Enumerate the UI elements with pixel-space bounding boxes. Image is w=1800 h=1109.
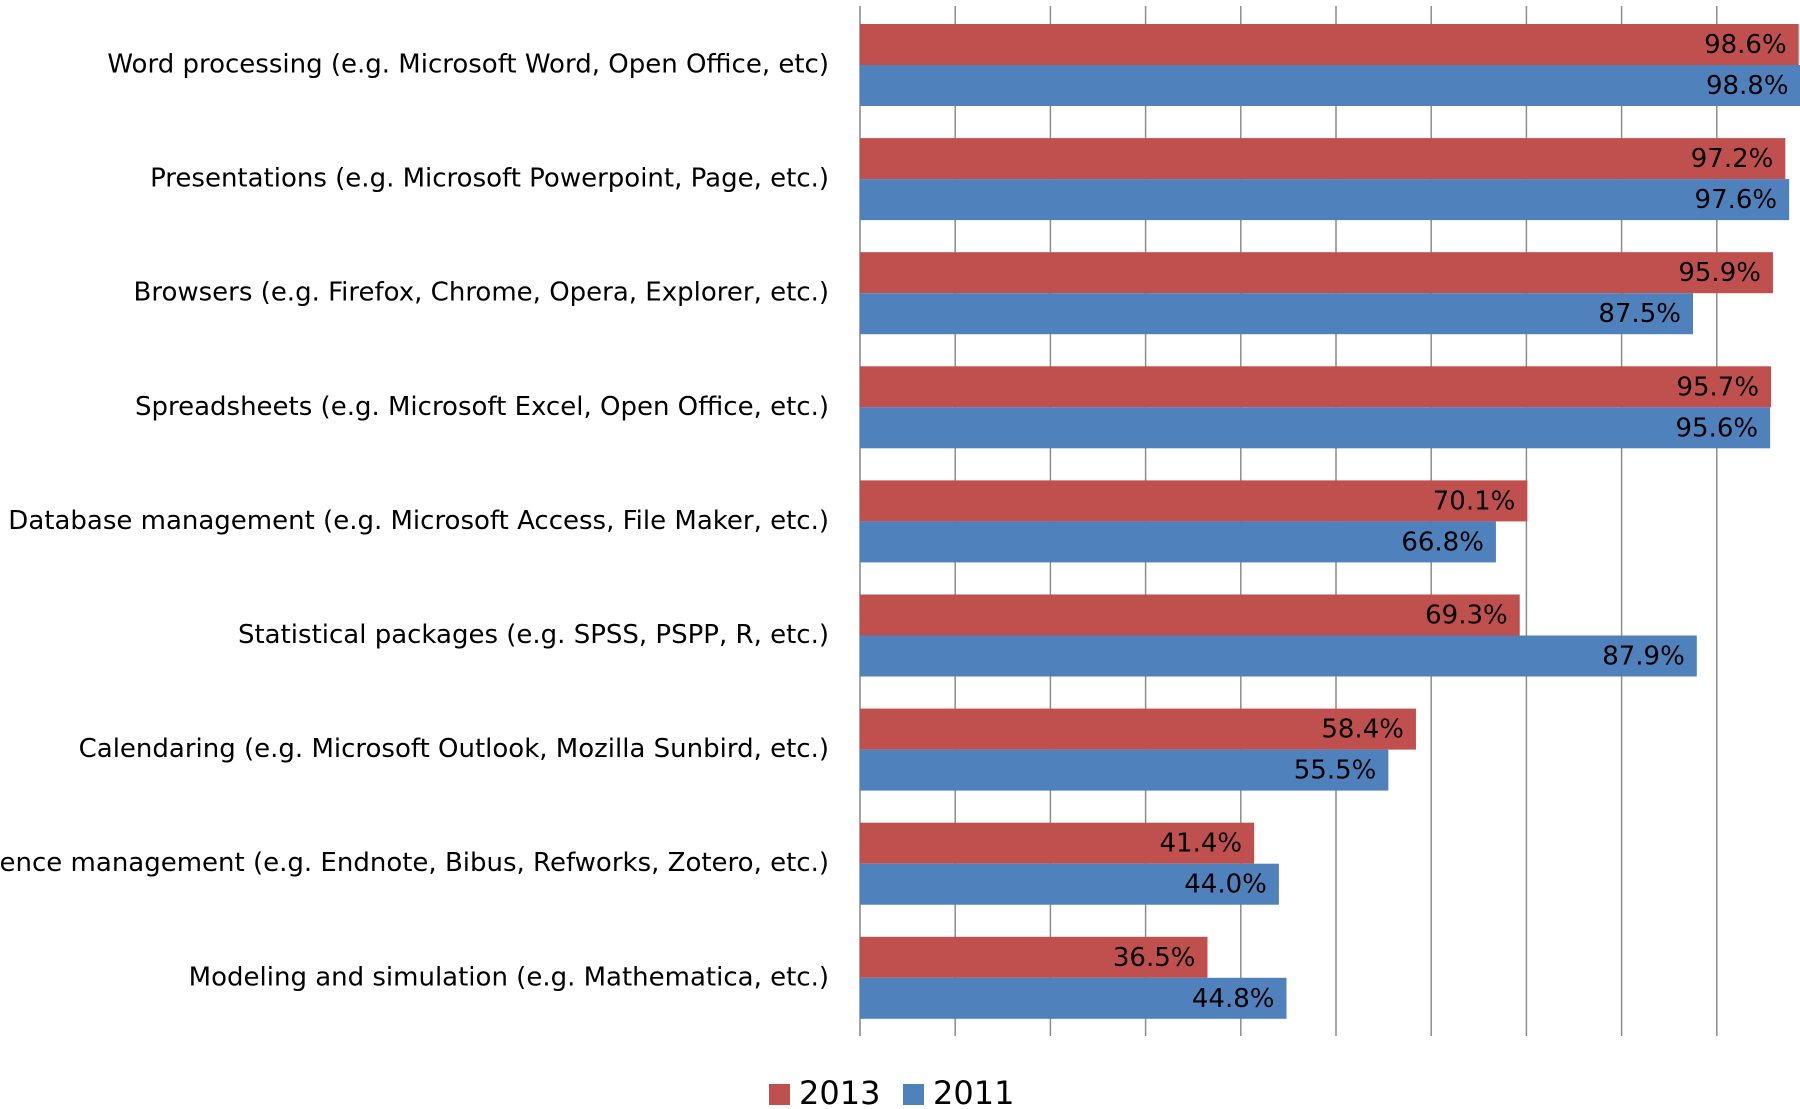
category-label: Browsers (e.g. Firefox, Chrome, Opera, E… (134, 278, 830, 308)
category-label: rence management (e.g. Endnote, Bibus, R… (0, 848, 829, 878)
bar (860, 521, 1496, 563)
category-label: Spreadsheets (e.g. Microsoft Excel, Open… (135, 392, 829, 422)
legend-label: 2013 (799, 1074, 880, 1109)
bar (860, 179, 1790, 221)
value-label: 41.4% (1160, 829, 1243, 859)
category-label: Statistical packages (e.g. SPSS, PSPP, R… (238, 620, 829, 650)
value-label: 44.0% (1184, 870, 1267, 900)
bar (860, 65, 1800, 106)
bar (860, 977, 1287, 1019)
bar (860, 24, 1799, 65)
value-label: 58.4% (1321, 715, 1404, 745)
legend-label: 2011 (933, 1074, 1014, 1109)
value-label: 98.6% (1704, 30, 1787, 60)
value-label: 69.3% (1425, 601, 1508, 631)
value-label: 36.5% (1113, 943, 1196, 973)
category-label: Modeling and simulation (e.g. Mathematic… (189, 962, 829, 992)
value-label: 95.7% (1676, 372, 1759, 402)
bar (860, 749, 1389, 791)
bar (860, 822, 1255, 864)
value-label: 44.8% (1192, 984, 1275, 1014)
value-label: 55.5% (1294, 756, 1377, 786)
value-label: 95.9% (1678, 258, 1761, 288)
value-label: 97.6% (1695, 185, 1778, 215)
bar (860, 708, 1416, 750)
legend-swatch (903, 1084, 924, 1105)
value-label: 95.6% (1676, 413, 1759, 443)
value-label: 97.2% (1691, 144, 1774, 174)
bar (860, 480, 1528, 522)
bar (860, 252, 1773, 294)
bar (860, 138, 1786, 180)
value-label: 66.8% (1401, 527, 1484, 557)
category-label: Presentations (e.g. Microsoft Powerpoint… (150, 164, 829, 194)
legend-swatch (769, 1084, 790, 1105)
bar (860, 366, 1772, 408)
value-label: 87.5% (1598, 299, 1681, 329)
value-label: 98.8% (1706, 71, 1789, 101)
bar (860, 293, 1693, 335)
category-label: Calendaring (e.g. Microsoft Outlook, Moz… (79, 734, 829, 764)
category-label: Word processing (e.g. Microsoft Word, Op… (107, 50, 829, 80)
bar (860, 863, 1279, 905)
bar (860, 635, 1697, 677)
category-label: Database management (e.g. Microsoft Acce… (8, 506, 829, 536)
bar (860, 936, 1208, 978)
bar (860, 407, 1771, 449)
bar (860, 594, 1520, 636)
value-label: 70.1% (1433, 486, 1516, 516)
value-label: 87.9% (1602, 642, 1685, 672)
